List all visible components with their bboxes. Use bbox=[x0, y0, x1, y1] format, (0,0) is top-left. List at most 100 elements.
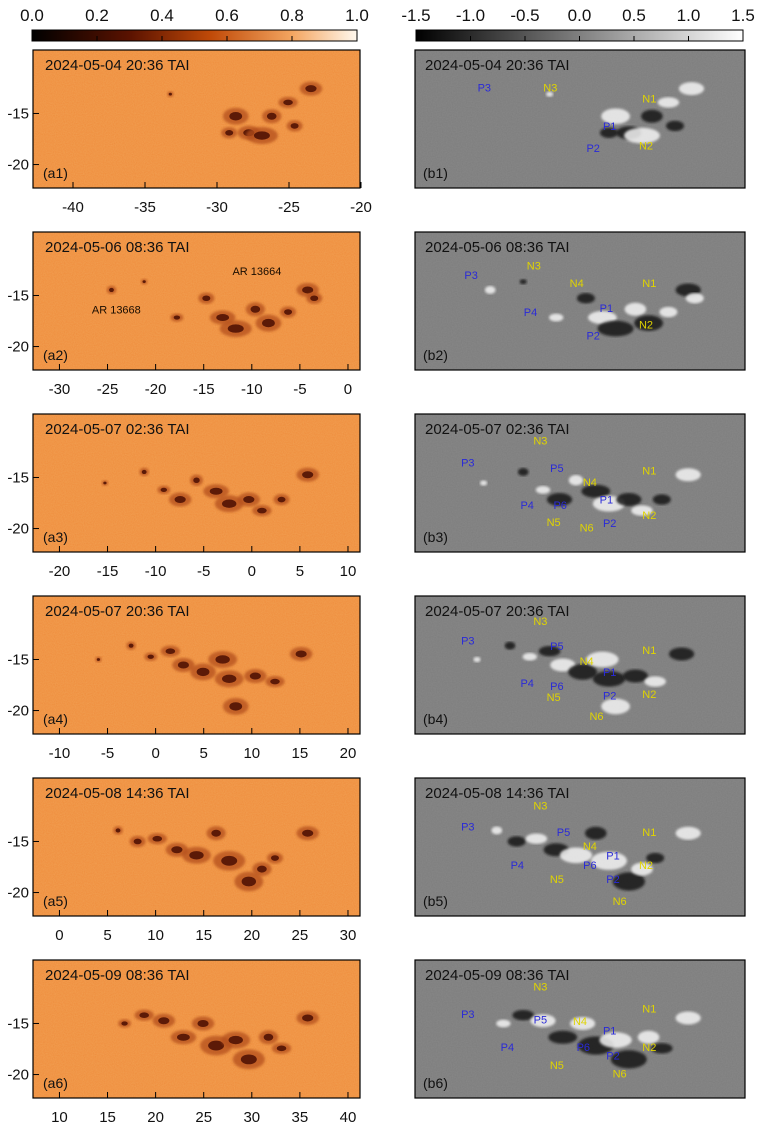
x-tick-label: 10 bbox=[243, 745, 260, 762]
active-region-label: AR 13668 bbox=[92, 304, 141, 316]
magnetogram-panel: 2024-05-06 08:36 TAI (b2) P3 N3 N4 N1 P4 P1 N2 P2 bbox=[414, 231, 746, 371]
x-axis: -20 -15 -10 -5 0 5 10 bbox=[49, 546, 356, 580]
positive-flux bbox=[473, 656, 481, 663]
positive-flux bbox=[550, 658, 576, 672]
x-tick-label: -5 bbox=[197, 563, 210, 580]
negative-flux bbox=[610, 1050, 647, 1069]
positive-flux bbox=[530, 1014, 556, 1028]
polarity-label: N5 bbox=[547, 517, 561, 529]
umbra-spot bbox=[270, 678, 280, 685]
figure-row-6: 2024-05-09 08:36 TAI (a6) -15 -20 10 15 20 25 30… bbox=[7, 959, 746, 1126]
polarity-label: N5 bbox=[550, 1060, 564, 1072]
negative-flux bbox=[612, 872, 645, 891]
polarity-label: N2 bbox=[642, 689, 656, 701]
x-axis: -40 -35 -30 -25 -20 bbox=[62, 182, 372, 216]
panel-date: 2024-05-06 08:36 TAI bbox=[45, 239, 190, 256]
panel-frame bbox=[414, 231, 746, 371]
panel-frame bbox=[32, 231, 361, 371]
x-tick-label: -10 bbox=[241, 381, 263, 398]
polarity-label: P4 bbox=[520, 500, 533, 512]
polarity-label: N4 bbox=[580, 656, 594, 668]
polarity-label: N3 bbox=[533, 616, 547, 628]
umbra-spot bbox=[276, 1045, 287, 1052]
x-tick-label: 0 bbox=[344, 381, 352, 398]
positive-flux bbox=[659, 306, 678, 318]
colorbar-left: 0.0 0.2 0.4 0.6 0.8 1.0 bbox=[20, 6, 369, 42]
panel-frame bbox=[32, 413, 361, 553]
panel-date: 2024-05-07 02:36 TAI bbox=[425, 421, 570, 438]
umbra-spot bbox=[202, 295, 211, 302]
x-tick-label: -30 bbox=[49, 381, 71, 398]
polarity-label: P4 bbox=[520, 678, 533, 690]
positive-flux bbox=[601, 698, 630, 715]
x-tick-label: 0 bbox=[151, 745, 159, 762]
x-tick-label: 20 bbox=[147, 1109, 164, 1126]
polarity-label: P2 bbox=[586, 331, 599, 343]
umbra-spot bbox=[121, 1021, 128, 1026]
polarity-label: P2 bbox=[603, 691, 616, 703]
umbra-spot bbox=[277, 496, 286, 503]
positive-flux bbox=[588, 311, 617, 325]
x-tick-label: 25 bbox=[292, 927, 309, 944]
polarity-label: P6 bbox=[550, 681, 563, 693]
panel-frame bbox=[414, 413, 746, 553]
x-tick-label: 40 bbox=[340, 1109, 357, 1126]
umbra-spot bbox=[266, 112, 277, 120]
umbra-spot bbox=[128, 643, 134, 648]
panel-label: (b5) bbox=[423, 893, 448, 909]
positive-flux bbox=[657, 97, 680, 108]
panel-frame bbox=[414, 777, 746, 917]
polarity-label: N4 bbox=[570, 278, 584, 290]
polarity-label: P3 bbox=[461, 1009, 474, 1021]
y-axis: -15 -20 bbox=[7, 833, 39, 902]
continuum-panel: 2024-05-07 02:36 TAI (a3) bbox=[32, 413, 361, 553]
figure-row-2: 2024-05-06 08:36 TAI (a2) AR 13664 AR 13668… bbox=[7, 231, 746, 398]
polarity-label: P1 bbox=[600, 495, 613, 507]
negative-flux bbox=[519, 279, 527, 285]
polarity-label: N3 bbox=[527, 260, 541, 272]
magnetogram-panel: 2024-05-09 08:36 TAI (b6) N3 N1 P3 P5 N4 P1 P4 P6… bbox=[414, 959, 746, 1099]
panel-date: 2024-05-04 20:36 TAI bbox=[45, 57, 190, 74]
panel-label: (a6) bbox=[43, 1075, 68, 1091]
colorbar-right-tick-label: 0.0 bbox=[568, 6, 592, 25]
negative-flux bbox=[622, 669, 649, 683]
polarity-label: P5 bbox=[550, 463, 563, 475]
umbra-spot bbox=[221, 855, 238, 866]
polarity-label: N2 bbox=[639, 860, 653, 872]
colorbar-right-tick-label: -1.5 bbox=[401, 6, 430, 25]
polarity-label: P4 bbox=[501, 1042, 514, 1054]
x-axis: -30 -25 -20 -15 -10 -5 0 bbox=[49, 364, 352, 398]
panel-label: (b4) bbox=[423, 711, 448, 727]
panel-date: 2024-05-07 20:36 TAI bbox=[425, 603, 570, 620]
x-tick-label: -15 bbox=[193, 381, 215, 398]
magnetogram-panel: 2024-05-08 14:36 TAI (b5) N3 P3 P5 N4 N1 P1 P4 P6… bbox=[414, 777, 746, 917]
umbra-spot bbox=[222, 674, 237, 683]
negative-flux bbox=[546, 493, 573, 507]
umbra-spot bbox=[228, 1035, 243, 1045]
y-axis: -15 -20 bbox=[7, 1015, 39, 1084]
x-tick-label: -15 bbox=[97, 563, 119, 580]
panel-date: 2024-05-09 08:36 TAI bbox=[45, 967, 190, 984]
y-tick-label: -15 bbox=[7, 287, 29, 304]
negative-flux bbox=[568, 664, 597, 680]
polarity-label: P1 bbox=[603, 1026, 616, 1038]
x-axis: 10 15 20 25 30 35 40 bbox=[51, 1092, 356, 1126]
positive-flux bbox=[678, 82, 705, 96]
umbra-spot bbox=[215, 655, 230, 664]
polarity-label: N3 bbox=[533, 981, 547, 993]
panel-date: 2024-05-08 14:36 TAI bbox=[45, 785, 190, 802]
panel-frame bbox=[414, 959, 746, 1099]
negative-flux bbox=[585, 826, 607, 840]
colorbar-right: -1.5 -1.0 -0.5 0.0 0.5 1.0 1.5 bbox=[401, 6, 755, 42]
x-tick-label: 5 bbox=[103, 927, 111, 944]
colorbar-left-tick-label: 0.6 bbox=[215, 6, 239, 25]
polarity-label: N1 bbox=[642, 278, 656, 290]
active-region-label: AR 13664 bbox=[232, 266, 281, 278]
polarity-label: P5 bbox=[534, 1014, 547, 1026]
polarity-label: P3 bbox=[461, 457, 474, 469]
y-tick-label: -15 bbox=[7, 469, 29, 486]
umbra-spot bbox=[193, 477, 200, 484]
x-tick-label: -40 bbox=[62, 199, 84, 216]
x-tick-label: -25 bbox=[278, 199, 300, 216]
